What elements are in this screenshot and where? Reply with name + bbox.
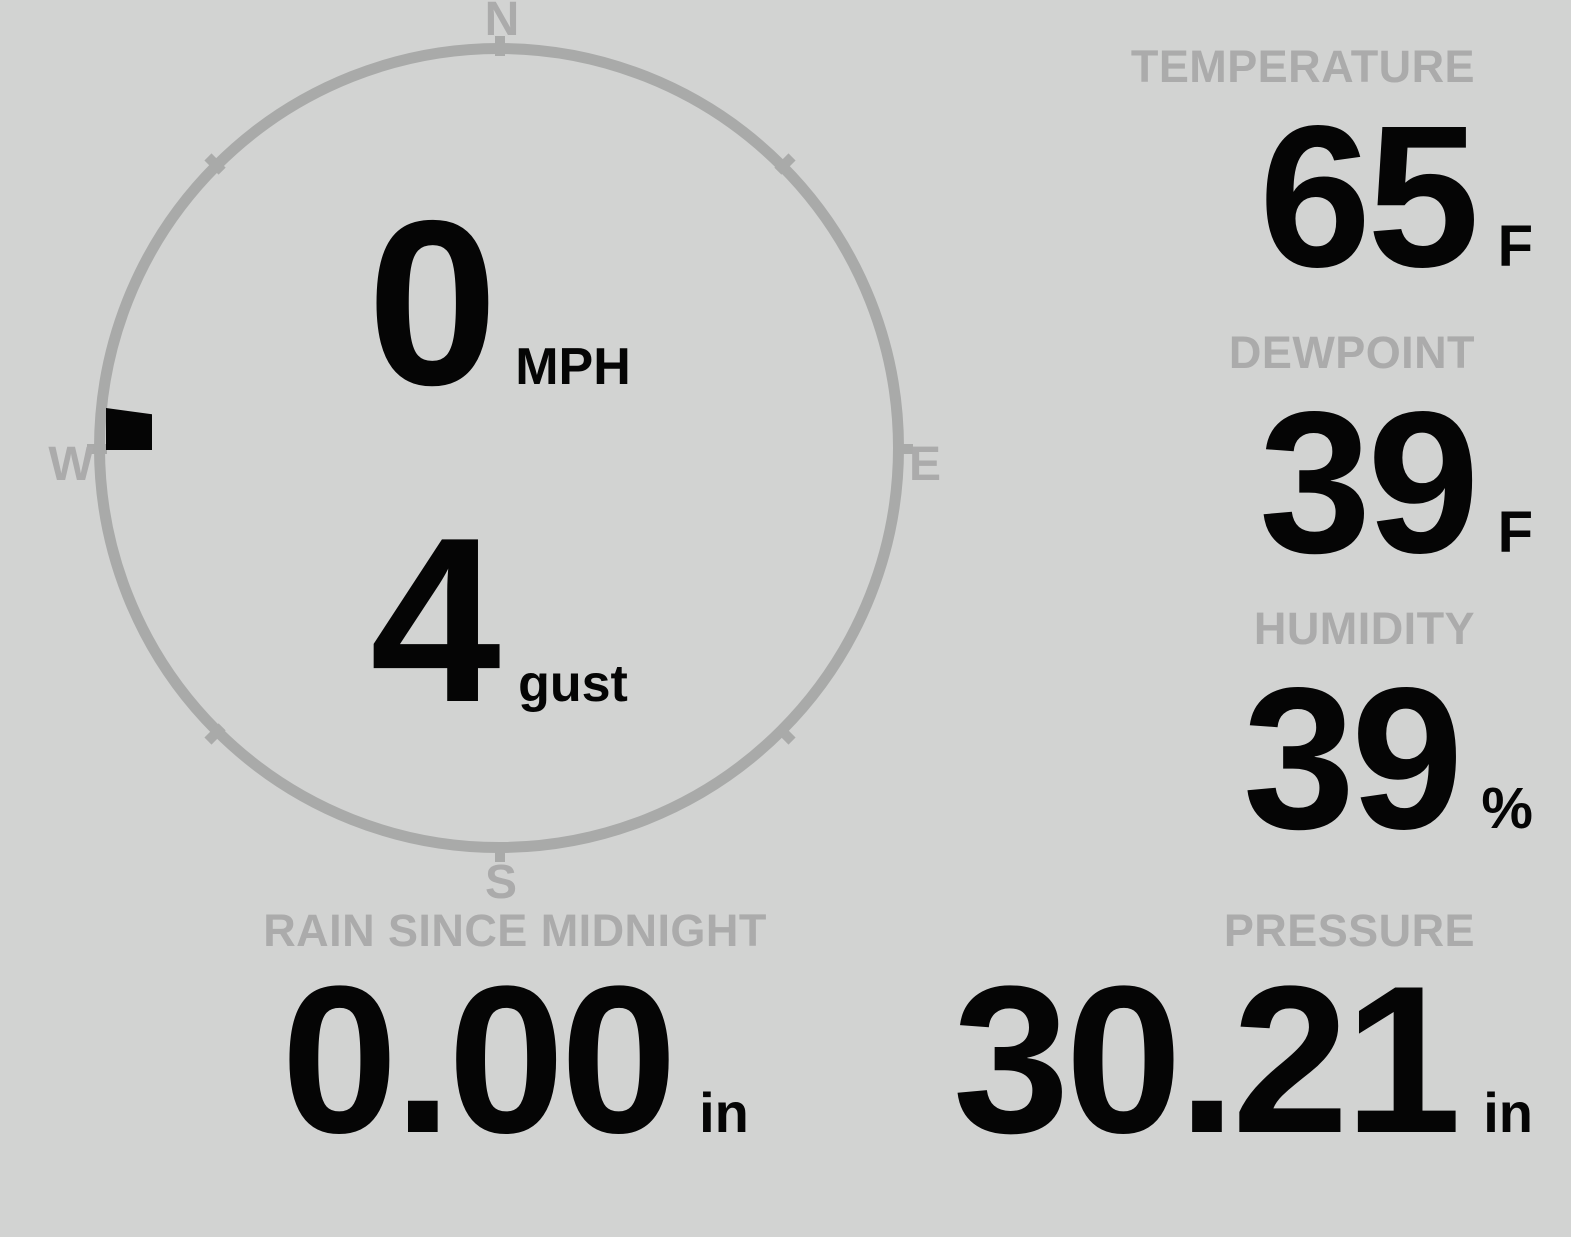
compass-label-east: E [908, 438, 941, 491]
pressure-metric: PRESSURE 30.21 in [953, 908, 1533, 1165]
humidity-label: HUMIDITY [1253, 603, 1475, 654]
humidity-value: 39 [1242, 645, 1464, 871]
compass-label-north: N [484, 0, 520, 46]
temperature-label: TEMPERATURE [1130, 41, 1475, 92]
rain-label: RAIN SINCE MIDNIGHT [263, 905, 767, 956]
temperature-metric: TEMPERATURE 65 F [1131, 44, 1533, 297]
temperature-value-row: 65 F [1131, 95, 1533, 297]
rain-value-row: 0.00 in [190, 955, 840, 1165]
pressure-value-row: 30.21 in [953, 955, 1533, 1165]
wind-speed-unit: MPH [515, 338, 631, 396]
dewpoint-value: 39 [1258, 369, 1480, 595]
wind-speed-value: 0 [367, 171, 498, 434]
humidity-value-row: 39 % [1243, 657, 1533, 859]
humidity-unit: % [1481, 776, 1533, 841]
wind-compass: N E S W 0 MPH 4 gust [0, 0, 1000, 920]
pressure-label: PRESSURE [1223, 905, 1475, 956]
wind-gust-value: 4 [370, 488, 501, 751]
dewpoint-value-row: 39 F [1229, 381, 1533, 583]
compass-label-south: S [484, 856, 517, 909]
rain-unit: in [699, 1081, 749, 1144]
pressure-value: 30.21 [952, 942, 1462, 1177]
humidity-metric: HUMIDITY 39 % [1243, 606, 1533, 859]
compass-tick-icon [495, 36, 505, 56]
wind-gust-unit: gust [518, 655, 628, 713]
dewpoint-unit: F [1497, 500, 1533, 565]
wind-gust-row: 4 gust [94, 502, 904, 737]
dewpoint-label: DEWPOINT [1228, 327, 1475, 378]
compass-label-west: W [48, 438, 94, 491]
pressure-unit: in [1483, 1081, 1533, 1144]
wind-speed-row: 0 MPH [94, 185, 904, 420]
dewpoint-metric: DEWPOINT 39 F [1229, 330, 1533, 583]
temperature-unit: F [1497, 214, 1533, 279]
wind-direction-marker-icon [106, 408, 152, 450]
rain-metric: RAIN SINCE MIDNIGHT 0.00 in [190, 908, 840, 1165]
temperature-value: 65 [1258, 83, 1480, 309]
rain-value: 0.00 [281, 942, 677, 1177]
